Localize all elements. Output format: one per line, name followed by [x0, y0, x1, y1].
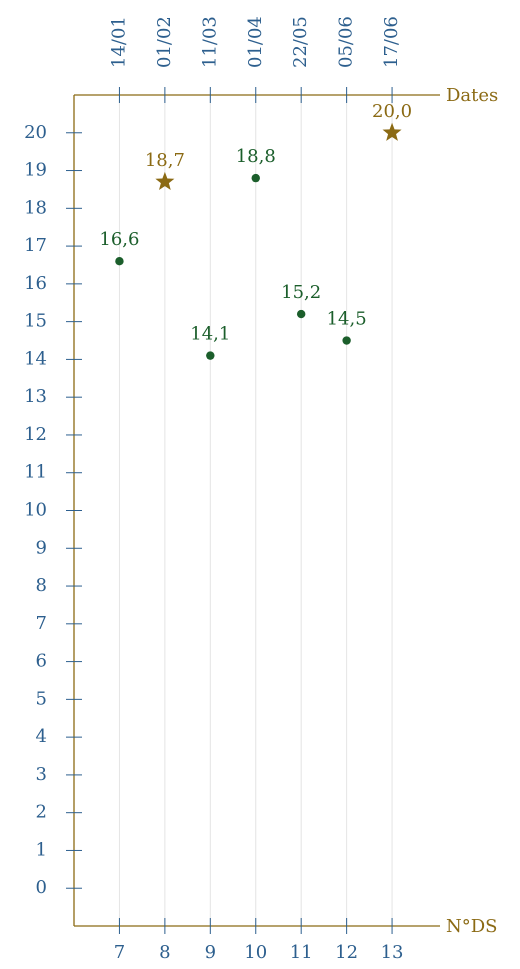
x2-tick-label: 22/05 [290, 16, 311, 68]
x2-axis-label: Dates [446, 85, 498, 106]
x2-tick-label: 14/01 [108, 16, 129, 68]
y-tick-label: 1 [36, 839, 47, 860]
x-tick-label: 10 [244, 942, 267, 963]
x-tick-label: 11 [290, 942, 313, 963]
value-label: 14,1 [190, 324, 230, 345]
y-tick-label: 10 [24, 500, 47, 521]
star-point [382, 122, 402, 141]
value-label: 18,8 [236, 146, 276, 167]
y-tick-label: 17 [24, 235, 47, 256]
point [115, 257, 124, 266]
y-tick-label: 19 [24, 160, 47, 181]
value-label: 20,0 [372, 101, 412, 122]
x-tick-label: 8 [159, 942, 170, 963]
x-tick-label: 13 [381, 942, 404, 963]
x2-tick-label: 11/03 [199, 16, 220, 68]
y-tick-label: 9 [36, 537, 47, 558]
y-tick-label: 6 [36, 651, 47, 672]
point [251, 173, 260, 183]
y-tick-label: 16 [24, 273, 47, 294]
y-tick-label: 0 [36, 877, 47, 898]
value-label: 15,2 [281, 282, 321, 303]
value-label: 14,5 [327, 309, 367, 330]
y-tick-label: 14 [24, 348, 47, 369]
x2-tick-label: 01/04 [245, 16, 266, 68]
x2-tick-label: 01/02 [154, 16, 175, 68]
y-tick-label: 5 [36, 688, 47, 709]
x-tick-label: 9 [205, 942, 216, 963]
y-tick-label: 12 [24, 424, 47, 445]
y-tick-label: 11 [24, 462, 47, 483]
y-tick-label: 7 [36, 613, 47, 634]
y-tick-label: 8 [36, 575, 47, 596]
point [296, 309, 306, 319]
x-axis-label: N°DS [446, 916, 498, 937]
y-tick-label: 2 [36, 802, 47, 823]
point [206, 351, 215, 360]
x-tick-label: 12 [335, 942, 358, 963]
y-tick-label: 15 [24, 311, 47, 332]
point [342, 336, 351, 345]
value-label: 18,7 [145, 150, 185, 171]
value-label: 16,6 [99, 229, 139, 250]
y-tick-label: 4 [36, 726, 47, 747]
y-tick-label: 3 [36, 764, 47, 785]
y-tick-label: 20 [24, 122, 47, 143]
x2-tick-label: 05/06 [336, 16, 357, 68]
x2-tick-label: 17/06 [381, 16, 402, 68]
y-tick-label: 13 [24, 386, 47, 407]
star-point [155, 171, 175, 190]
y-tick-label: 18 [24, 197, 47, 218]
x-tick-label: 7 [114, 942, 125, 963]
